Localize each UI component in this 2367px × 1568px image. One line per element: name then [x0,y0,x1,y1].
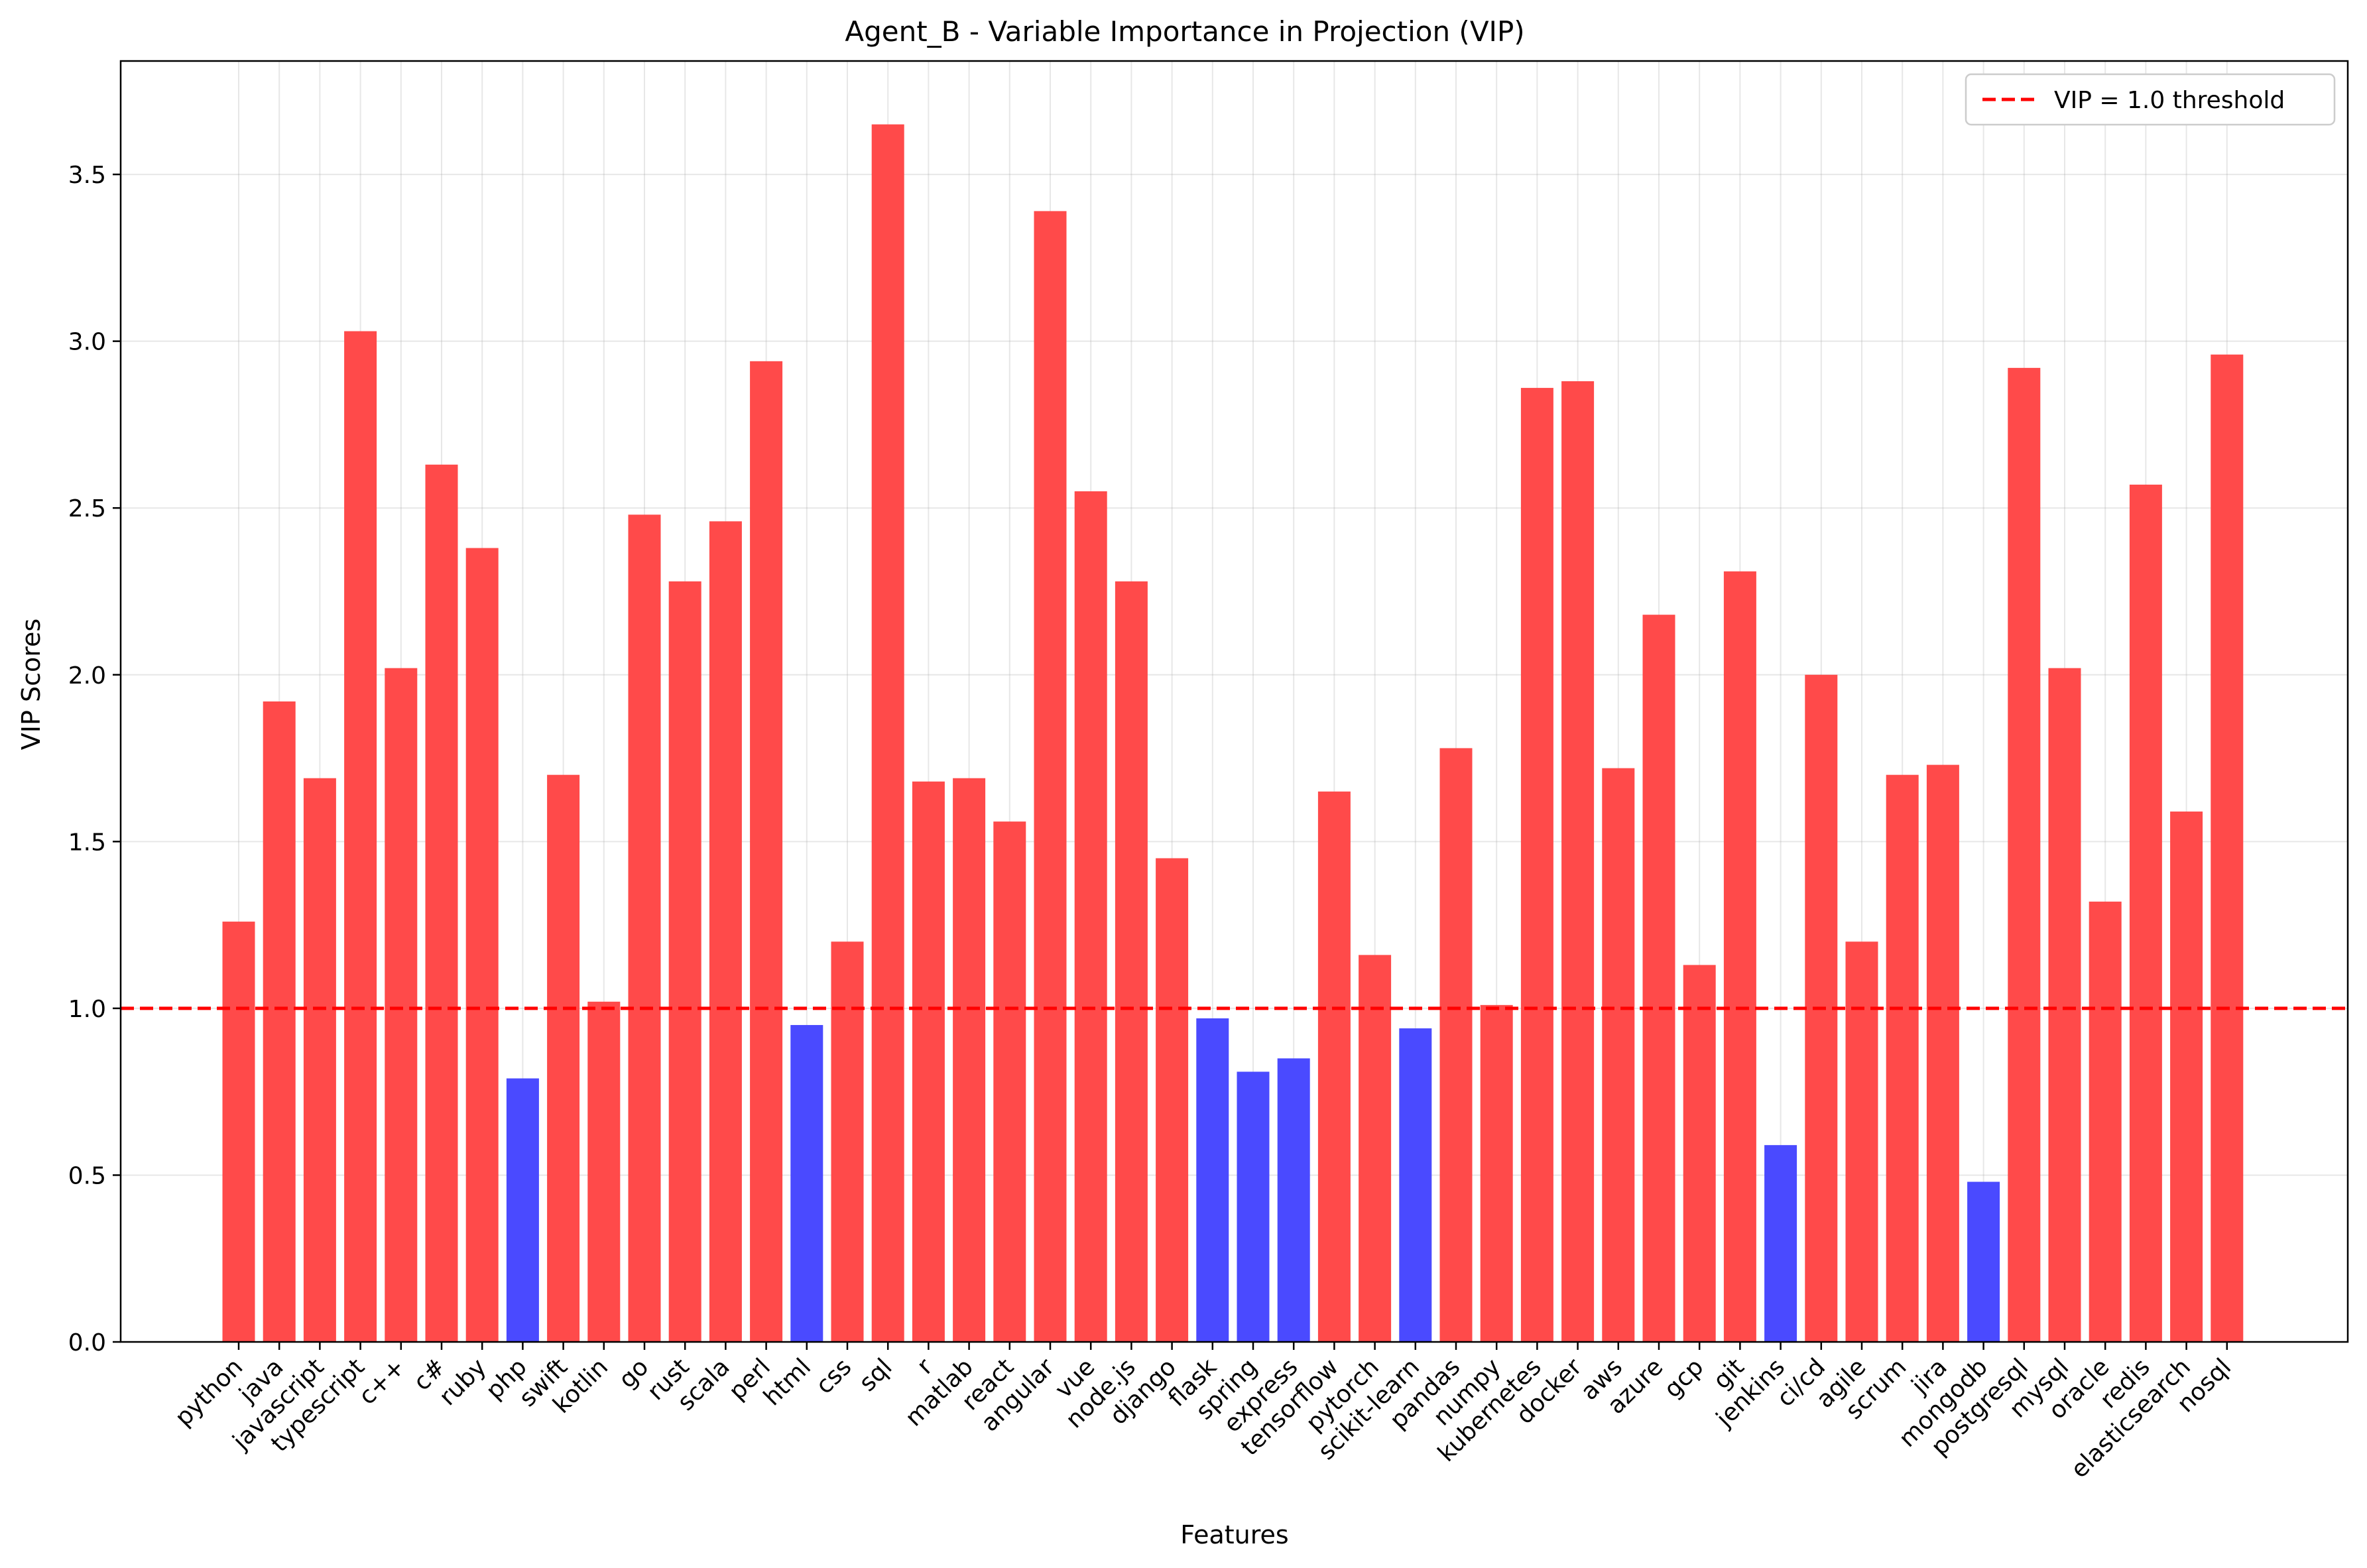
bar-php [506,1078,539,1342]
bar-python [222,922,255,1342]
legend-box [1965,73,2336,126]
bar-kotlin [587,1001,621,1342]
bar-azure [1642,615,1675,1342]
y-tick-label: 2.5 [68,495,106,522]
y-tick-label: 0.0 [68,1329,106,1357]
bar-flask [1196,1018,1229,1342]
bar-tensorflow [1317,791,1351,1342]
bar-pytorch [1359,955,1392,1342]
bar-numpy [1480,1004,1513,1342]
y-axis-label: VIP Scores [17,619,46,750]
bar-matlab [953,778,986,1342]
bar-postgresql [2008,367,2041,1342]
bar-react [993,821,1026,1342]
bar-c++ [385,668,418,1342]
bar-angular [1034,211,1067,1342]
bars [222,124,2244,1342]
bar-typescript [344,331,377,1342]
bar-gcp [1683,965,1716,1342]
y-tick-label: 3.0 [68,329,106,356]
bar-mongodb [1967,1181,2000,1342]
plot-frame [119,60,2349,1343]
y-tick-label: 3.5 [68,162,106,189]
bar-node.js [1115,581,1148,1342]
legend-threshold-label: VIP = 1.0 threshold [2054,87,2285,114]
bar-oracle [2089,901,2122,1342]
bar-nosql [2211,354,2244,1342]
bar-scikit-learn [1399,1028,1432,1342]
bar-swift [547,774,580,1342]
bar-perl [750,361,783,1342]
x-axis-label: Features [1180,1520,1288,1549]
bar-html [790,1025,823,1342]
y-tick-label: 2.0 [68,662,106,690]
bar-css [831,941,864,1342]
y-tick-label: 0.5 [68,1162,106,1189]
bar-go [628,514,661,1342]
bar-pandas [1439,748,1473,1342]
bar-c# [425,464,458,1342]
bar-agile [1845,941,1878,1342]
bar-redis [2129,484,2162,1342]
bar-django [1156,858,1189,1342]
bar-git [1723,571,1756,1342]
bar-java [263,701,296,1342]
bar-r [912,781,945,1342]
y-tick-label: 1.0 [68,996,106,1023]
bar-kubernetes [1520,388,1553,1342]
bar-mysql [2048,668,2081,1342]
bar-express [1277,1058,1310,1342]
bar-elasticsearch [2170,812,2203,1342]
bar-ruby [465,548,499,1342]
bar-sql [871,124,904,1342]
bar-docker [1561,381,1595,1342]
chart-title: Agent_B - Variable Importance in Project… [845,15,1524,48]
bar-spring [1237,1071,1270,1342]
bar-scrum [1886,774,1919,1342]
bar-rust [668,581,701,1342]
bar-javascript [303,778,336,1342]
legend: VIP = 1.0 threshold [1965,73,2336,126]
bar-jira [1926,764,1959,1342]
y-tick-label: 1.5 [68,829,106,856]
bar-vue [1074,491,1107,1342]
bar-scala [709,521,742,1342]
bar-jenkins [1764,1145,1797,1342]
y-axis-ticks: 0.0 0.5 1.0 1.5 2.0 2.5 3.0 3.5 [68,162,121,1357]
bar-aws [1602,768,1635,1342]
